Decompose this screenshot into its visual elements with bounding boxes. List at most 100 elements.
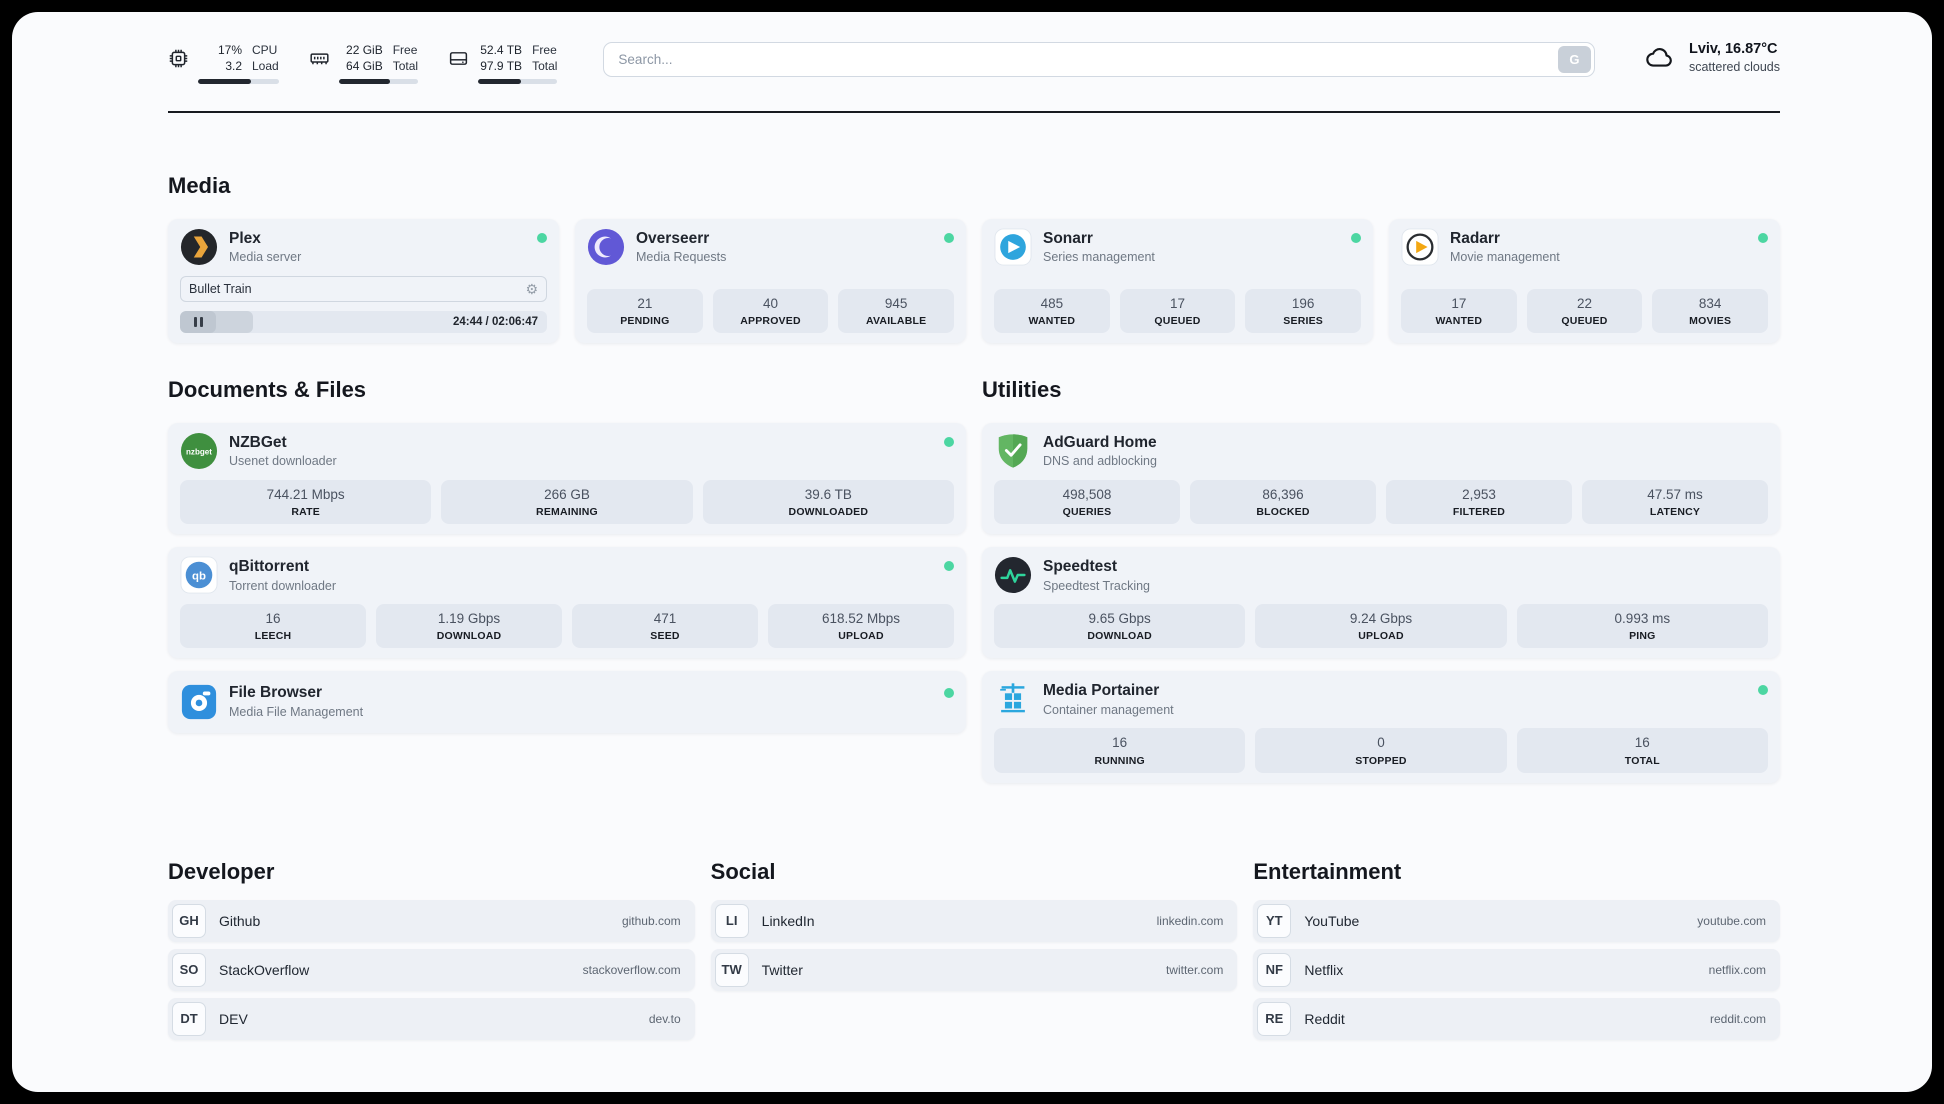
- status-dot: [1351, 233, 1361, 243]
- speedtest-card[interactable]: Speedtest Speedtest Tracking 9.65 Gbps D…: [982, 547, 1780, 659]
- stat-tile: 618.52 Mbps UPLOAD: [768, 604, 954, 649]
- ram-total-label: Total: [392, 59, 419, 73]
- link-github[interactable]: GH Github github.com: [168, 899, 695, 942]
- developer-column: Developer GH Github github.com SO StackO…: [168, 859, 695, 1040]
- github-icon: GH: [172, 903, 206, 938]
- ram-total-value: 64 GiB: [346, 59, 383, 73]
- cpu-label: CPU: [252, 43, 278, 57]
- cpu-load-value: 3.2: [225, 59, 242, 73]
- radarr-icon: [1401, 228, 1439, 266]
- system-stats: 17% CPU 3.2 Load 22 GiB Free: [168, 42, 558, 84]
- reddit-icon: RE: [1257, 1001, 1292, 1036]
- sonarr-card[interactable]: Sonarr Series management 485 WANTED 17 Q…: [982, 219, 1373, 343]
- link-stackoverflow[interactable]: SO StackOverflow stackoverflow.com: [168, 948, 695, 991]
- sonarr-icon: [994, 228, 1032, 266]
- stat-tile: 86,396 BLOCKED: [1190, 480, 1376, 525]
- disk-total-value: 97.9 TB: [480, 59, 523, 73]
- ram-usage-bar: [338, 79, 419, 84]
- nzbget-title: NZBGet: [229, 433, 287, 451]
- playback-time: 24:44 / 02:06:47: [452, 316, 538, 328]
- utilities-column: Utilities AdGuard Home DNS and adblockin…: [982, 377, 1780, 783]
- status-dot: [944, 687, 954, 698]
- stat-tile: 266 GB REMAINING: [441, 480, 693, 525]
- portainer-card[interactable]: Media Portainer Container management 16 …: [982, 671, 1780, 783]
- status-dot: [944, 233, 954, 243]
- linkedin-icon: LI: [714, 903, 749, 938]
- search-engine-button[interactable]: G: [1557, 46, 1591, 73]
- qbittorrent-card[interactable]: qb qBittorrent Torrent downloader 16 LEE…: [168, 547, 966, 659]
- ram-free-value: 22 GiB: [346, 43, 383, 57]
- qbittorrent-title: qBittorrent: [229, 557, 310, 575]
- link-linkedin[interactable]: LI LinkedIn linkedin.com: [710, 899, 1238, 942]
- overseerr-card[interactable]: Overseerr Media Requests 21 PENDING 40 A…: [575, 219, 966, 343]
- documents-column: Documents & Files nzbget NZBGet Usenet d…: [168, 377, 966, 783]
- disk-total-label: Total: [532, 59, 558, 73]
- stat-tile: 9.24 Gbps UPLOAD: [1255, 604, 1507, 649]
- cpu-usage-bar: [198, 79, 279, 84]
- plex-card[interactable]: Plex Media server Bullet Train ⚙ 24:44 /…: [168, 219, 559, 343]
- status-dot: [1758, 233, 1768, 243]
- search-input[interactable]: [604, 43, 1555, 76]
- netflix-icon: NF: [1257, 952, 1292, 987]
- youtube-icon: YT: [1257, 903, 1292, 938]
- stat-tile: 834 MOVIES: [1652, 288, 1768, 333]
- link-reddit[interactable]: RE Reddit reddit.com: [1253, 997, 1780, 1040]
- documents-heading: Documents & Files: [168, 377, 367, 402]
- stat-tile: 0.993 ms PING: [1516, 604, 1768, 649]
- ram-stats: 22 GiB Free 64 GiB Total: [309, 42, 419, 84]
- dashboard-panel: 17% CPU 3.2 Load 22 GiB Free: [12, 12, 1932, 1092]
- link-dev[interactable]: DT DEV dev.to: [168, 997, 695, 1040]
- playback-progress-bar[interactable]: 24:44 / 02:06:47: [180, 311, 547, 333]
- cpu-stats: 17% CPU 3.2 Load: [168, 42, 279, 84]
- qbittorrent-subtitle: Torrent downloader: [229, 578, 337, 593]
- section-middle: Documents & Files nzbget NZBGet Usenet d…: [168, 377, 1780, 783]
- plex-title: Plex: [229, 229, 261, 247]
- stat-tile: 2,953 FILTERED: [1386, 480, 1572, 525]
- overseerr-subtitle: Media Requests: [636, 250, 727, 265]
- sonarr-title: Sonarr: [1043, 229, 1093, 247]
- filebrowser-title: File Browser: [229, 684, 323, 702]
- nzbget-card[interactable]: nzbget NZBGet Usenet downloader 744.21 M…: [168, 423, 966, 535]
- svg-text:qb: qb: [192, 570, 206, 582]
- disk-icon: [449, 52, 468, 65]
- entertainment-heading: Entertainment: [1253, 858, 1402, 884]
- social-heading: Social: [710, 858, 776, 884]
- link-netflix[interactable]: NF Netflix netflix.com: [1253, 948, 1780, 991]
- now-playing-title: Bullet Train: [189, 282, 252, 296]
- overseerr-title: Overseerr: [636, 229, 710, 247]
- weather-condition: scattered clouds: [1688, 60, 1780, 74]
- now-playing-box: Bullet Train ⚙: [180, 276, 547, 302]
- disk-stats: 52.4 TB Free 97.9 TB Total: [448, 42, 558, 84]
- gear-icon[interactable]: ⚙: [525, 281, 538, 297]
- search-box: G: [603, 42, 1595, 77]
- top-bar: 17% CPU 3.2 Load 22 GiB Free: [168, 40, 1780, 84]
- stat-tile: 17 QUEUED: [1119, 288, 1236, 333]
- social-column: Social LI LinkedIn linkedin.com TW Twitt…: [710, 858, 1238, 1040]
- radarr-card[interactable]: Radarr Movie management 17 WANTED 22 QUE…: [1389, 219, 1780, 343]
- status-dot: [537, 233, 547, 243]
- disk-free-label: Free: [532, 43, 557, 57]
- stat-tile: 498,508 QUERIES: [994, 480, 1180, 525]
- dev-icon: DT: [172, 1001, 206, 1036]
- stat-tile: 16 TOTAL: [1516, 728, 1768, 773]
- pause-button[interactable]: [180, 311, 216, 333]
- adguard-card[interactable]: AdGuard Home DNS and adblocking 498,508 …: [982, 423, 1780, 535]
- svg-text:nzbget: nzbget: [186, 447, 212, 456]
- stat-tile: 0 STOPPED: [1255, 728, 1507, 773]
- disk-free-value: 52.4 TB: [480, 43, 523, 57]
- section-links: Developer GH Github github.com SO StackO…: [168, 859, 1780, 1040]
- stat-tile: 945 AVAILABLE: [838, 288, 954, 333]
- status-dot: [944, 561, 954, 572]
- plex-subtitle: Media server: [229, 250, 302, 265]
- status-dot: [1758, 685, 1768, 696]
- stat-tile: 17 WANTED: [1401, 288, 1517, 333]
- disk-usage-bar: [478, 79, 558, 84]
- section-media: Media Plex Media server Bullet Train ⚙: [168, 173, 1780, 343]
- link-twitter[interactable]: TW Twitter twitter.com: [710, 948, 1238, 991]
- cpu-load-label: Load: [252, 59, 279, 73]
- stat-tile: 16 RUNNING: [994, 728, 1246, 773]
- link-youtube[interactable]: YT YouTube youtube.com: [1253, 899, 1780, 942]
- ram-free-label: Free: [392, 43, 418, 57]
- header-divider: [168, 111, 1780, 113]
- filebrowser-card[interactable]: File Browser Media File Management: [168, 671, 966, 734]
